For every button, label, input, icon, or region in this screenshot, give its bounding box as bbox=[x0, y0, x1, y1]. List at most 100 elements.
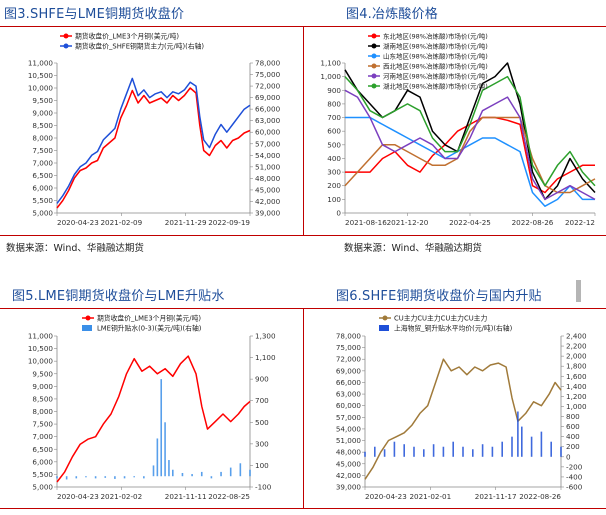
p3-ytick-label-left: 11,000 bbox=[28, 59, 54, 68]
p3-legend-label: 期货收盘价_LME3个月铜(美元/吨) bbox=[75, 32, 179, 41]
p4-xtick-label: 2022-04-25 bbox=[449, 218, 491, 227]
p4-series-3 bbox=[344, 116, 596, 194]
p6-ytick-label-right: 0 bbox=[566, 452, 571, 461]
p6-legend-swatch bbox=[379, 325, 389, 331]
p6-ytick-label-right: 800 bbox=[566, 412, 580, 421]
p5-legend-label: 期货收盘价_LME3个月铜(美元/吨) bbox=[97, 314, 201, 323]
p3-ytick-label-left: 9,000 bbox=[32, 109, 53, 118]
p3-ytick-label-right: 63,000 bbox=[255, 116, 281, 125]
p6-ytick-label-right: -600 bbox=[566, 483, 583, 492]
p5-ytick-label-right: 1,300 bbox=[255, 332, 276, 341]
p3-series-1 bbox=[56, 77, 251, 204]
p5-ytick-label-right: 100 bbox=[255, 461, 269, 470]
p6-ytick-label-right: 400 bbox=[566, 432, 580, 441]
p4-legend-marker bbox=[371, 83, 377, 89]
p6-ytick-label-left: 66,000 bbox=[336, 378, 362, 387]
p3-series-0 bbox=[56, 87, 251, 209]
p6-ytick-label-left: 42,000 bbox=[336, 471, 362, 480]
chart-p5: 5,000 5,500 6,000 6,500 7,000 7,500 8,000 8,500… bbox=[28, 314, 276, 502]
p6-ytick-label-right: 2,000 bbox=[566, 352, 587, 361]
p5-ytick-label-left: 8,000 bbox=[32, 407, 53, 416]
p4-ytick-label-left: 400 bbox=[327, 154, 341, 163]
divider-vertical-top bbox=[303, 26, 304, 235]
p5-ytick-label-left: 11,000 bbox=[28, 332, 54, 341]
p5-ytick-label-right: 700 bbox=[255, 396, 269, 405]
p3-ytick-label-left: 9,500 bbox=[32, 96, 53, 105]
p5-ytick-label-left: 5,000 bbox=[32, 483, 53, 492]
p4-xtick-label: 2021-08-16 bbox=[345, 218, 387, 227]
panel-title-p6: 图6.SHFE铜期货收盘价与国内升贴 bbox=[336, 289, 542, 304]
p6-ytick-label-left: 78,000 bbox=[336, 332, 362, 341]
p5-ytick-label-left: 9,000 bbox=[32, 382, 53, 391]
p3-ytick-label-right: 72,000 bbox=[255, 82, 281, 91]
p3-legend-marker bbox=[63, 33, 69, 39]
p3-ytick-label-left: 5,500 bbox=[32, 196, 53, 205]
p3-ytick-label-right: 66,000 bbox=[255, 105, 281, 114]
p4-ytick-label-left: 500 bbox=[327, 140, 341, 149]
p4-xtick-label: 2021-12-20 bbox=[387, 218, 429, 227]
p4-legend-label: 西北地区(98%冶炼酸)市场价(元/吨) bbox=[383, 62, 488, 71]
p5-ytick-label-right: -100 bbox=[255, 483, 272, 492]
p3-ytick-label-left: 8,000 bbox=[32, 134, 53, 143]
p6-ytick-label-right: 1,800 bbox=[566, 362, 587, 371]
p4-ytick-label-left: 600 bbox=[327, 127, 341, 136]
scrollbar-thumb[interactable] bbox=[576, 280, 581, 302]
p5-legend-label: LME铜升贴水(0-3)(美元/吨)(右轴) bbox=[97, 324, 202, 333]
p4-legend-marker bbox=[371, 33, 377, 39]
p5-xtick-label: 2022-08-25 bbox=[208, 492, 250, 501]
p5-ytick-label-right: 900 bbox=[255, 375, 269, 384]
p6-xtick-label: 2022-08-26 bbox=[519, 492, 561, 501]
p3-ytick-label-right: 75,000 bbox=[255, 70, 281, 79]
p4-ytick-label-left: 200 bbox=[327, 181, 341, 190]
p6-ytick-label-right: 1,200 bbox=[566, 392, 587, 401]
p5-ytick-label-left: 5,500 bbox=[32, 470, 53, 479]
p6-ytick-label-right: 600 bbox=[566, 422, 580, 431]
p6-ytick-label-left: 69,000 bbox=[336, 366, 362, 375]
p6-ytick-label-left: 72,000 bbox=[336, 355, 362, 364]
p5-ytick-label-left: 6,500 bbox=[32, 445, 53, 454]
p3-ytick-label-right: 54,000 bbox=[255, 151, 281, 160]
p4-legend-label: 山东地区(98%冶炼酸)市场价(元/吨) bbox=[383, 52, 488, 61]
p5-legend-marker bbox=[85, 315, 91, 321]
p6-ytick-label-left: 51,000 bbox=[336, 436, 362, 445]
p3-ytick-label-left: 6,000 bbox=[32, 184, 53, 193]
p5-series-0 bbox=[56, 355, 251, 483]
p4-xtick-label: 2022-08-26 bbox=[512, 218, 554, 227]
p4-legend-label: 湖北地区(98%冶炼酸)市场价(元/吨) bbox=[383, 82, 488, 91]
p5-ytick-label-left: 7,000 bbox=[32, 432, 53, 441]
p6-xtick-label: 2021-11-17 bbox=[475, 492, 517, 501]
p4-ytick-label-left: 900 bbox=[327, 86, 341, 95]
chart-p4: 0 100 200 300 400 500 600 700 800 900 1,000 1,100 20… bbox=[320, 32, 596, 227]
p5-ytick-label-left: 10,000 bbox=[28, 357, 54, 366]
divider-bottom bbox=[0, 508, 606, 509]
p6-ytick-label-right: 2,400 bbox=[566, 332, 587, 341]
p6-ytick-label-left: 45,000 bbox=[336, 459, 362, 468]
p5-xtick-label: 2020-04-23 bbox=[57, 492, 99, 501]
p4-series-2 bbox=[345, 116, 595, 207]
source-note-p4: 数据来源：Wind、华融融达期货 bbox=[344, 243, 482, 254]
p4-ytick-label-left: 100 bbox=[327, 195, 341, 204]
p6-ytick-label-left: 60,000 bbox=[336, 401, 362, 410]
p5-ytick-label-right: 1,100 bbox=[255, 353, 276, 362]
p4-xtick-label: 2022-12 bbox=[565, 218, 595, 227]
p5-xtick-label: 2021-11-11 bbox=[165, 492, 207, 501]
p4-legend-label: 河南地区(98%冶炼酸)市场价(元/吨) bbox=[383, 72, 488, 81]
p6-ytick-label-right: -400 bbox=[566, 472, 583, 481]
panel-title-p4: 图4.冶炼酸价格 bbox=[346, 7, 439, 22]
panel-title-p5: 图5.LME铜期货收盘价与LME升贴水 bbox=[12, 289, 225, 304]
p6-ytick-label-right: 200 bbox=[566, 442, 580, 451]
p6-legend-label: 上海物贸_铜升贴水平均价(元/吨)(右轴) bbox=[394, 324, 513, 333]
chart-p6: 39,000 42,000 45,000 48,000 51,000 54,000 57,0… bbox=[336, 314, 587, 502]
p6-legend-marker bbox=[382, 315, 388, 321]
p5-xtick-label: 2021-02-02 bbox=[100, 492, 142, 501]
chart-p3: 5,000 5,500 6,000 6,500 7,000 7,500 8,000 8,500… bbox=[28, 32, 281, 228]
p4-ytick-label-left: 0 bbox=[336, 209, 341, 218]
p5-ytick-label-right: 300 bbox=[255, 439, 269, 448]
p4-ytick-label-left: 300 bbox=[327, 168, 341, 177]
p6-ytick-label-left: 48,000 bbox=[336, 448, 362, 457]
p4-legend-marker bbox=[371, 53, 377, 59]
panel-title-p3: 图3.SHFE与LME铜期货收盘价 bbox=[4, 7, 185, 22]
p3-legend-label: 期货收盘价_SHFE铜期货主力(元/吨)(右轴) bbox=[75, 42, 204, 51]
p4-legend-label: 东北地区(98%冶炼酸)市场价(元/吨) bbox=[383, 32, 488, 41]
p6-ytick-label-right: 1,600 bbox=[566, 372, 587, 381]
